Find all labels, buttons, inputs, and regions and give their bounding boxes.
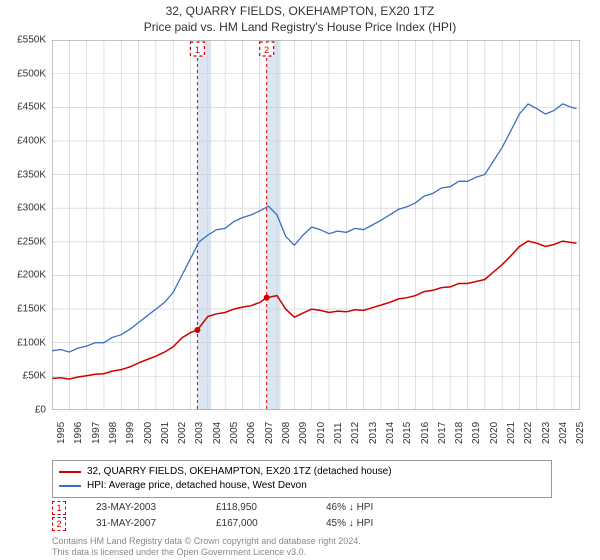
x-tick-label: 2005 [229,422,240,444]
sale-marker-hpi: 46% ↓ HPI [326,500,406,516]
sale-marker-date: 31-MAY-2007 [96,516,186,532]
x-tick-label: 2011 [333,422,344,444]
y-tick-label: £300K [17,203,46,214]
chart-subtitle: Price paid vs. HM Land Registry's House … [0,18,600,34]
sale-marker-row: 2 31-MAY-2007 £167,000 45% ↓ HPI [52,516,552,532]
x-tick-label: 2018 [454,422,465,444]
legend-swatch [59,471,81,473]
legend-row: 32, QUARRY FIELDS, OKEHAMPTON, EX20 1TZ … [59,465,545,479]
y-tick-label: £450K [17,102,46,113]
chart-svg: 12 [52,40,580,410]
sale-marker-badge: 1 [52,501,66,515]
chart-title: 32, QUARRY FIELDS, OKEHAMPTON, EX20 1TZ [0,0,600,18]
x-tick-label: 1995 [56,422,67,444]
y-tick-label: £250K [17,236,46,247]
y-tick-label: £200K [17,270,46,281]
x-tick-label: 2002 [177,422,188,444]
x-tick-label: 2023 [541,422,552,444]
x-tick-label: 2004 [212,422,223,444]
x-tick-label: 2009 [298,422,309,444]
sale-marker-hpi: 45% ↓ HPI [326,516,406,532]
x-tick-label: 2015 [402,422,413,444]
footer-line-2: This data is licensed under the Open Gov… [52,547,552,558]
y-tick-label: £550K [17,35,46,46]
x-tick-label: 2006 [246,422,257,444]
x-tick-label: 2013 [368,422,379,444]
x-tick-label: 2000 [143,422,154,444]
chart-footer: Contains HM Land Registry data © Crown c… [52,536,552,558]
sale-marker-row: 1 23-MAY-2003 £118,950 46% ↓ HPI [52,500,552,516]
x-tick-label: 2001 [160,422,171,444]
x-tick-label: 2019 [471,422,482,444]
sale-marker-date: 23-MAY-2003 [96,500,186,516]
x-tick-label: 2024 [558,422,569,444]
x-tick-label: 2020 [489,422,500,444]
y-tick-label: £50K [23,371,46,382]
y-tick-label: £350K [17,169,46,180]
x-tick-label: 1999 [125,422,136,444]
chart-container: 32, QUARRY FIELDS, OKEHAMPTON, EX20 1TZ … [0,0,600,560]
sale-marker-badge: 2 [52,517,66,531]
x-tick-label: 2017 [437,422,448,444]
sale-marker-price: £118,950 [216,500,296,516]
x-tick-label: 2025 [575,422,586,444]
x-tick-label: 2014 [385,422,396,444]
x-tick-label: 2003 [194,422,205,444]
y-tick-label: £100K [17,337,46,348]
legend-row: HPI: Average price, detached house, West… [59,479,545,493]
x-tick-label: 2010 [316,422,327,444]
x-tick-label: 1996 [73,422,84,444]
x-tick-label: 2008 [281,422,292,444]
legend-text: HPI: Average price, detached house, West… [87,479,307,493]
sale-marker-table: 1 23-MAY-2003 £118,950 46% ↓ HPI 2 31-MAY-200… [52,500,552,532]
legend: 32, QUARRY FIELDS, OKEHAMPTON, EX20 1TZ … [52,460,552,498]
x-tick-label: 2012 [350,422,361,444]
y-tick-label: £0 [35,405,46,416]
svg-text:2: 2 [264,45,269,55]
legend-swatch [59,485,81,487]
y-tick-label: £150K [17,304,46,315]
y-axis-labels: £0 £50K £100K £150K £200K £250K £300K £350K £400… [0,40,50,420]
sale-marker-price: £167,000 [216,516,296,532]
y-tick-label: £400K [17,135,46,146]
x-tick-label: 2007 [264,422,275,444]
x-tick-label: 1998 [108,422,119,444]
x-tick-label: 2022 [523,422,534,444]
chart-plot-area: 12 [52,40,580,410]
x-tick-label: 2016 [420,422,431,444]
footer-line-1: Contains HM Land Registry data © Crown c… [52,536,552,547]
legend-text: 32, QUARRY FIELDS, OKEHAMPTON, EX20 1TZ … [87,465,392,479]
x-axis-labels: 1995 1996 1997 1998 1999 2000 2001 2002 2003 2004… [52,412,580,462]
y-tick-label: £500K [17,68,46,79]
x-tick-label: 1997 [91,422,102,444]
x-tick-label: 2021 [506,422,517,444]
svg-text:1: 1 [195,45,200,55]
